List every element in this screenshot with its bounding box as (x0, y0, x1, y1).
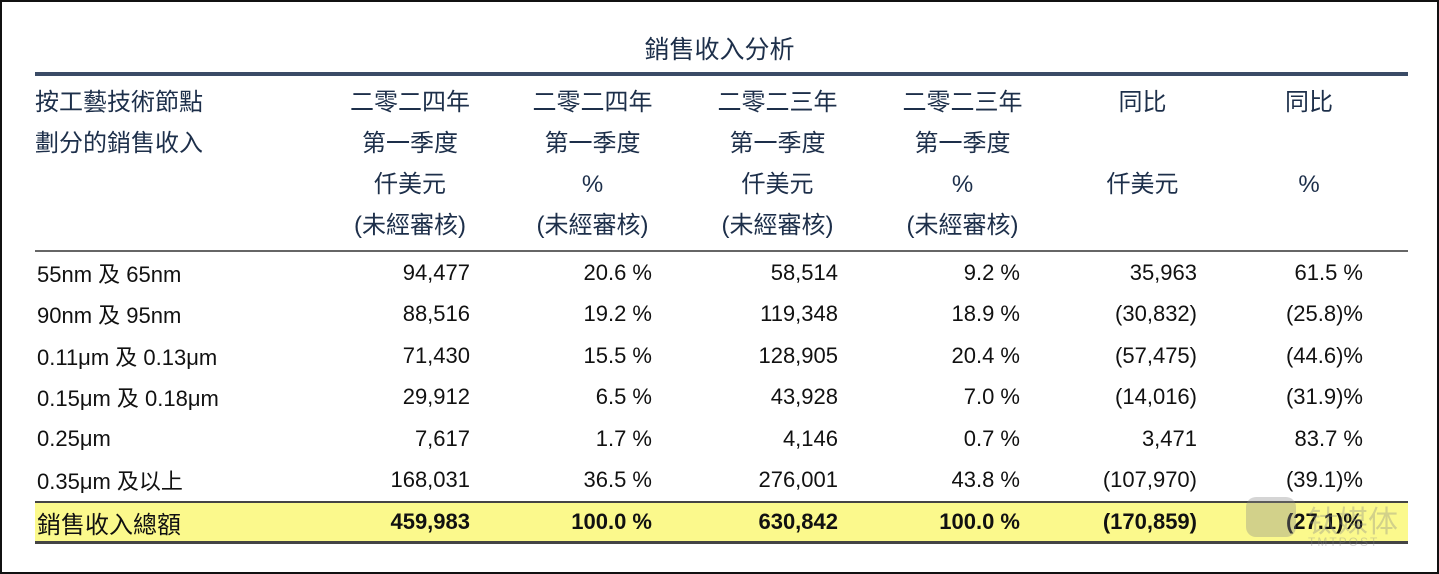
watermark: 钛媒体 TMTPOST (1246, 497, 1436, 557)
cell-value: 100.0 % (850, 501, 1035, 544)
row-label: 0.15μm 及 0.18μm (37, 386, 219, 412)
cell-value: 168,031 (390, 467, 470, 493)
h-line: 二零二四年 (350, 89, 470, 116)
tmtpost-logo-icon (1246, 497, 1296, 537)
table-row: 90nm 及 95nm 88,516 19.2 % 119,348 18.9 % (30,… (35, 294, 1408, 336)
cell-value: 459,983 (300, 501, 480, 544)
header-row: 按工藝技術節點 劃分的銷售收入 二零二四年第一季度仟美元 (未經審核) 二零二四年第… (35, 76, 1408, 252)
h-line: (未經審核) (906, 212, 1019, 239)
h-line: % (1298, 171, 1320, 198)
h-line: 仟美元 (1106, 171, 1179, 198)
h-line: 第一季度 (362, 130, 458, 157)
cell-value: (57,475) (1115, 342, 1197, 368)
h-line: (未經審核) (536, 212, 649, 239)
h-line: 同比 (1118, 89, 1167, 116)
table-row: 0.25μm 7,617 1.7 % 4,146 0.7 % 3,471 83.7 % (35, 418, 1408, 460)
h-line (1210, 123, 1408, 164)
cell-value: 119,348 (760, 301, 838, 327)
row-label: 55nm 及 65nm (37, 261, 182, 287)
cell-value: (44.6)% (1285, 342, 1363, 368)
col-header: 二零二三年第一季度仟美元 (未經審核) (665, 76, 850, 252)
h-line: 第一季度 (914, 130, 1011, 157)
h-line: 同比 (1285, 89, 1333, 116)
cell-value: 0.7 % (963, 425, 1020, 451)
h-line: 仟美元 (374, 171, 446, 198)
row-label: 0.11μm 及 0.13μm (37, 344, 218, 370)
cell-value: 58,514 (770, 259, 838, 285)
col-header: 二零二四年第一季度% (未經審核) (480, 76, 665, 252)
cell-value: 128,905 (758, 342, 838, 368)
row-label-header: 按工藝技術節點 劃分的銷售收入 (35, 76, 300, 252)
total-row: 銷售收入總額 459,983 100.0 % 630,842 100.0 % (170,8… (35, 501, 1408, 544)
h-line (1075, 123, 1210, 164)
table-row: 0.15μm 及 0.18μm 29,912 6.5 % 43,928 7.0 % (14… (35, 377, 1408, 419)
row-label: 0.25μm (37, 425, 111, 451)
h-line: 二零二四年 (532, 89, 653, 116)
cell-value: 88,516 (402, 301, 470, 327)
h-line: 第一季度 (729, 130, 826, 157)
cell-value: (14,016) (1115, 384, 1197, 410)
cell-value: 100.0 % (480, 501, 665, 544)
table-title: 銷售收入分析 (644, 36, 795, 64)
cell-value: 61.5 % (1294, 259, 1364, 285)
cell-value: 36.5 % (583, 467, 653, 493)
cell-value: 7,617 (414, 425, 470, 451)
h-line: 第一季度 (544, 130, 641, 157)
cell-value: 19.2 % (583, 301, 653, 327)
cell-value: (31.9)% (1285, 384, 1363, 410)
row-label: 0.35μm 及以上 (37, 469, 183, 495)
row-label-line: 劃分的銷售收入 (35, 130, 203, 157)
h-line (1075, 205, 1210, 246)
cell-value: 276,001 (758, 467, 838, 493)
cell-value: 4,146 (782, 425, 838, 451)
cell-value: 20.6 % (583, 259, 653, 285)
cell-value: 15.5 % (583, 342, 653, 368)
cell-value: 7.0 % (963, 384, 1020, 410)
row-label: 銷售收入總額 (35, 501, 300, 544)
cell-value: (30,832) (1115, 301, 1197, 327)
h-line: % (581, 171, 604, 198)
cell-value: 43,928 (770, 384, 838, 410)
col-header: 同比% (1210, 76, 1408, 252)
cell-value: (25.8)% (1285, 301, 1363, 327)
cell-value: (39.1)% (1285, 467, 1363, 493)
cell-value: 20.4 % (951, 342, 1021, 368)
h-line (1210, 205, 1408, 246)
h-line: 仟美元 (741, 171, 814, 198)
watermark-en: TMTPOST (1308, 535, 1380, 549)
watermark-cn: 钛媒体 (1308, 506, 1398, 539)
h-line: % (951, 171, 974, 198)
cell-value: 18.9 % (951, 301, 1021, 327)
cell-value: 630,842 (665, 501, 850, 544)
table-row: 0.35μm 及以上 168,031 36.5 % 276,001 43.8 % (107… (35, 460, 1408, 503)
cell-value: (27.1)% (1210, 501, 1408, 544)
cell-value: 6.5 % (595, 384, 652, 410)
col-header: 二零二三年第一季度% (未經審核) (850, 76, 1035, 252)
row-label-line: 按工藝技術節點 (35, 89, 203, 116)
cell-value: 3,471 (1141, 425, 1197, 451)
h-line: 二零二三年 (902, 89, 1023, 116)
table-row: 0.11μm 及 0.13μm 71,430 15.5 % 128,905 20.4 %… (35, 335, 1408, 377)
h-line: (未經審核) (354, 212, 466, 239)
table-row: 55nm 及 65nm 94,477 20.6 % 58,514 9.2 % 35,963… (35, 251, 1408, 294)
col-header: 同比 仟美元 (1035, 76, 1210, 252)
row-label: 90nm 及 95nm (37, 303, 182, 329)
revenue-table: 按工藝技術節點 劃分的銷售收入 二零二四年第一季度仟美元 (未經審核) 二零二四年第… (35, 72, 1408, 544)
h-line: (未經審核) (721, 212, 834, 239)
cell-value: 71,430 (402, 342, 470, 368)
cell-value: 83.7 % (1294, 425, 1364, 451)
h-line: 二零二三年 (717, 89, 838, 116)
col-header: 二零二四年第一季度仟美元 (未經審核) (300, 76, 480, 252)
cell-value: 1.7 % (595, 425, 652, 451)
cell-value: 94,477 (402, 259, 470, 285)
cell-value: (170,859) (1035, 501, 1210, 544)
cell-value: 43.8 % (951, 467, 1021, 493)
cell-value: 29,912 (402, 384, 470, 410)
cell-value: (107,970) (1102, 467, 1197, 493)
cell-value: 35,963 (1129, 259, 1197, 285)
cell-value: 9.2 % (963, 259, 1020, 285)
